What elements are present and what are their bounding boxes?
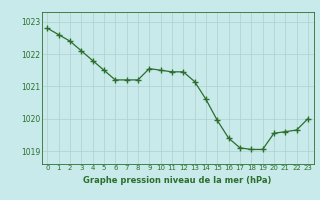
X-axis label: Graphe pression niveau de la mer (hPa): Graphe pression niveau de la mer (hPa) — [84, 176, 272, 185]
